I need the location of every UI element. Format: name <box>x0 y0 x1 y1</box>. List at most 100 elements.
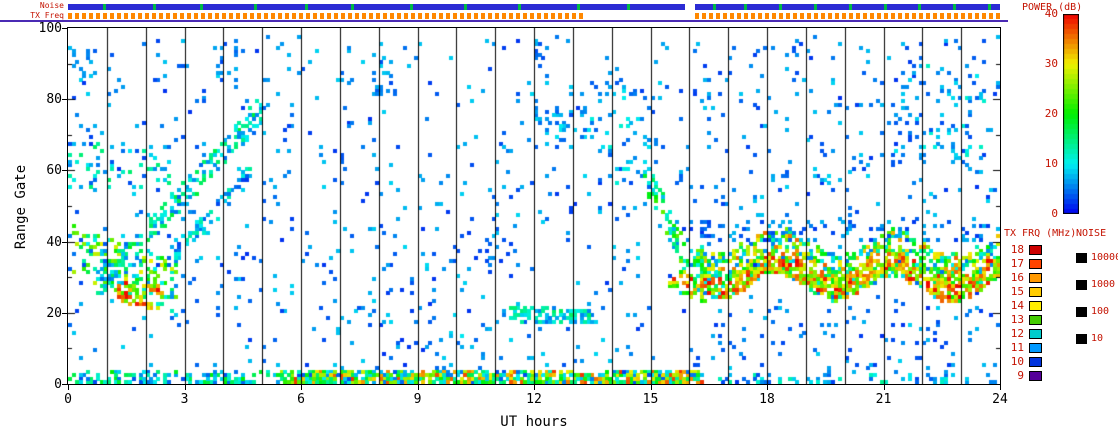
txfreq-bar-segment <box>68 13 587 19</box>
txfrq-scale-label: 11 <box>1010 341 1024 354</box>
x-tick-label: 18 <box>759 392 775 407</box>
txfrq-scale-swatch <box>1029 287 1042 297</box>
txfrq-scale-label: 12 <box>1010 327 1024 340</box>
x-axis-title: UT hours <box>500 414 568 430</box>
txfrq-scale-label: 13 <box>1010 313 1024 326</box>
txfreq-strip <box>68 13 1000 19</box>
divider-line <box>0 20 1008 22</box>
txfrq-scale-swatch <box>1029 301 1042 311</box>
power-colorbar <box>1063 14 1079 214</box>
noise-bar-tick <box>918 4 922 10</box>
noise-bar-tick <box>102 4 106 10</box>
power-scale-tick-label: 20 <box>1044 107 1058 120</box>
noise-legend-title: NOISE <box>1076 228 1107 239</box>
noise-bar-tick <box>254 4 258 10</box>
noise-strip-label: Noise <box>39 1 64 10</box>
power-scale-tick-label: 10 <box>1044 157 1058 170</box>
noise-scale-swatch <box>1076 253 1087 263</box>
x-tick-mark <box>68 385 69 390</box>
y-tick-label: 20 <box>46 305 62 321</box>
noise-bar-tick <box>778 4 782 10</box>
noise-bar-tick <box>518 4 522 10</box>
noise-bar-tick <box>883 4 887 10</box>
noise-bar-tick <box>153 4 157 10</box>
y-tick-mark <box>62 170 67 172</box>
x-tick-mark <box>650 385 652 390</box>
noise-scale-swatch <box>1076 334 1087 344</box>
y-tick-mark <box>62 28 67 29</box>
noise-scale-swatch <box>1076 280 1087 290</box>
noise-scale-label: 1000 <box>1091 279 1116 290</box>
noise-scale-label: 10000 <box>1091 252 1118 263</box>
y-tick-label: 80 <box>46 92 62 108</box>
x-tick-label: 0 <box>64 392 72 407</box>
x-tick-label: 3 <box>180 392 189 407</box>
noise-scale-label: 10 <box>1091 333 1104 344</box>
power-legend-title: POWER (dB) <box>1022 2 1083 13</box>
txfreq-bar-segment <box>695 13 1000 19</box>
txfreq-strip-label: TX Freq <box>30 11 64 20</box>
noise-bar-tick <box>576 4 580 10</box>
txfrq-scale-label: 15 <box>1010 285 1024 298</box>
y-tick-mark <box>62 384 67 385</box>
noise-scale-swatch <box>1076 307 1087 317</box>
noise-bar-tick <box>988 4 992 10</box>
noise-bar-segment <box>695 4 1000 10</box>
power-scale-tick-label: 30 <box>1044 57 1058 70</box>
rti-heatmap-canvas <box>68 28 1000 384</box>
power-scale-tick-label: 0 <box>1051 207 1058 220</box>
noise-bar-tick <box>953 4 957 10</box>
txfrq-scale-label: 18 <box>1010 243 1024 256</box>
x-tick-mark <box>301 385 302 390</box>
power-scale-tick-label: 40 <box>1044 7 1058 20</box>
txfrq-legend-title: TX FRQ (MHz) <box>1004 228 1077 239</box>
x-tick-mark <box>883 385 885 390</box>
noise-bar-tick <box>464 4 468 10</box>
noise-bar-tick <box>712 4 716 10</box>
noise-bar-segment <box>68 4 686 10</box>
txfrq-scale-swatch <box>1029 315 1042 325</box>
noise-strip <box>68 4 1000 10</box>
noise-bar-tick <box>848 4 852 10</box>
txfrq-scale-swatch <box>1029 329 1042 339</box>
txfrq-scale-swatch <box>1029 357 1042 367</box>
x-tick-label: 6 <box>297 392 305 407</box>
noise-bar-tick <box>813 4 817 10</box>
noise-bar-tick <box>409 4 413 10</box>
x-tick-mark <box>767 385 768 390</box>
noise-bar-tick <box>627 4 631 10</box>
x-tick-mark <box>1000 385 1001 390</box>
noise-bar-tick <box>351 4 355 10</box>
y-tick-mark <box>62 99 67 101</box>
txfrq-scale-label: 14 <box>1010 299 1024 312</box>
noise-bar-tick <box>743 4 747 10</box>
y-tick-label: 40 <box>46 234 62 250</box>
txfrq-scale-label: 9 <box>1017 369 1024 382</box>
txfrq-scale-swatch <box>1029 273 1042 283</box>
x-tick-label: 15 <box>642 392 659 407</box>
y-tick-label: 0 <box>54 377 62 392</box>
y-tick-label: 100 <box>38 21 62 36</box>
plot-frame <box>67 27 1001 385</box>
noise-bar-tick <box>304 4 308 10</box>
txfrq-scale-label: 16 <box>1010 271 1024 284</box>
x-tick-label: 12 <box>526 392 542 407</box>
y-tick-mark <box>62 312 67 314</box>
x-tick-mark <box>184 385 186 390</box>
txfrq-scale-swatch <box>1029 245 1042 255</box>
txfrq-scale-swatch <box>1029 259 1042 269</box>
txfrq-scale-swatch <box>1029 371 1042 381</box>
txfrq-scale-label: 17 <box>1010 257 1024 270</box>
noise-scale-label: 100 <box>1091 306 1110 317</box>
x-tick-label: 9 <box>413 392 422 407</box>
txfrq-scale-label: 10 <box>1010 355 1024 368</box>
x-tick-mark <box>417 385 419 390</box>
y-tick-label: 60 <box>46 163 62 179</box>
txfrq-scale-swatch <box>1029 343 1042 353</box>
noise-bar-tick <box>200 4 204 10</box>
x-tick-mark <box>534 385 535 390</box>
x-tick-label: 21 <box>875 392 892 407</box>
y-tick-mark <box>62 241 67 243</box>
x-tick-label: 24 <box>992 392 1008 407</box>
